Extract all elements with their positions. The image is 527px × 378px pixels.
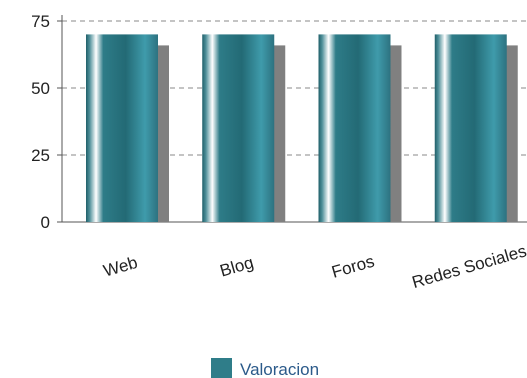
x-category-label: Foros	[329, 252, 376, 282]
legend: Valoracion	[211, 358, 319, 378]
y-tick-label: 75	[31, 12, 50, 31]
bars	[86, 34, 518, 223]
y-tick-label: 0	[41, 213, 50, 232]
bar-redes-sociales	[434, 34, 507, 223]
category-labels: Web Blog Foros Redes Sociales	[101, 241, 527, 292]
legend-label: Valoracion	[240, 360, 319, 378]
bar-foros	[318, 34, 391, 223]
y-tick-label: 50	[31, 79, 50, 98]
bar-web	[86, 34, 158, 223]
legend-swatch	[211, 358, 232, 378]
bar-blog	[202, 34, 275, 223]
x-category-label: Web	[101, 253, 140, 281]
y-tick-label: 25	[31, 146, 50, 165]
x-category-label: Blog	[218, 253, 256, 281]
x-category-label: Redes Sociales	[410, 241, 527, 292]
